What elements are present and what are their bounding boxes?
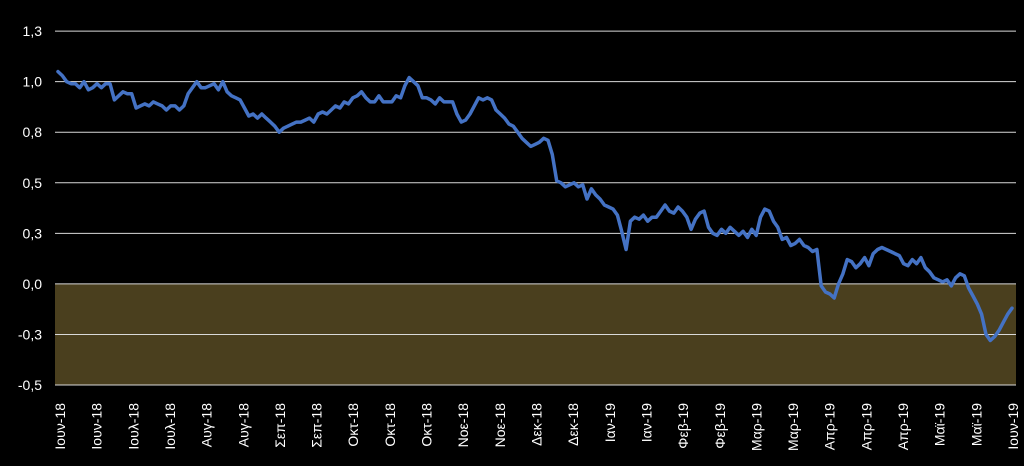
x-tick-label: Οκτ-18 [419,403,435,447]
x-tick-label: Μαϊ-19 [932,403,948,446]
gridlines [55,30,1016,386]
x-tick-label: Ιουν-18 [52,403,68,450]
y-tick-label: 0,8 [23,124,43,140]
x-tick-label: Απρ-19 [895,403,911,450]
x-tick-label: Φεβ-19 [712,403,728,449]
x-tick-label: Απρ-19 [822,403,838,450]
series-layer [56,69,1014,343]
y-tick-label: 0,3 [23,225,43,241]
x-tick-label: Μαρ-19 [748,403,764,451]
x-tick-label: Δεκ-18 [565,403,581,446]
x-tick-label: Μαρ-19 [785,403,801,451]
x-tick-label: Αυγ-18 [199,403,215,447]
y-tick-label: 1,0 [23,74,43,90]
x-tick-label: Οκτ-18 [382,403,398,447]
y-tick-label: 0,5 [23,175,43,191]
x-tick-label: Νοε-18 [492,403,508,448]
x-tick-label: Αυγ-18 [235,403,251,447]
series-line [56,69,1014,343]
y-axis-tick-labels: 1,3 1,0 0,8 0,5 0,3 0,0 -0,3 -0,5 [18,23,42,393]
x-tick-label: Ιαν-19 [602,403,618,442]
x-tick-label: Ιαν-19 [638,403,654,442]
x-tick-label: Απρ-19 [858,403,874,450]
x-tick-label: Οκτ-18 [345,403,361,447]
x-tick-label: Δεκ-18 [529,403,545,446]
x-tick-label: Ιουν-19 [1005,403,1021,450]
x-tick-label: Ιουλ-18 [125,403,141,450]
x-tick-label: Ιουλ-18 [162,403,178,450]
y-tick-label: 0,0 [23,276,43,292]
x-axis-tick-labels: Ιουν-18 Ιουν-18 Ιουλ-18 Ιουλ-18 Αυγ-18 Αυγ-18… [52,403,1021,451]
x-tick-label: Σεπ-18 [272,403,288,448]
y-tick-label: 1,3 [23,23,43,39]
x-tick-label: Φεβ-19 [675,403,691,449]
x-tick-label: Σεπ-18 [309,403,325,448]
y-tick-label: -0,3 [18,326,42,342]
x-tick-label: Μαϊ-19 [968,403,984,446]
x-tick-label: Νοε-18 [455,403,471,448]
y-tick-label: -0,5 [18,377,42,393]
x-tick-label: Ιουν-18 [89,403,105,450]
